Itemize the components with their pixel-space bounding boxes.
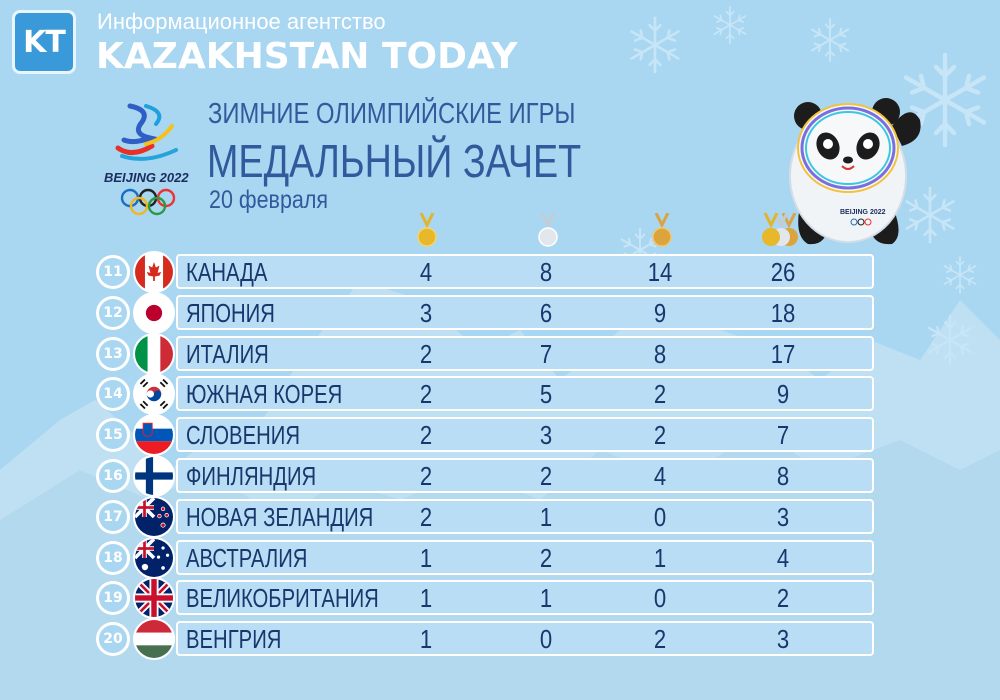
uk-flag-icon	[133, 577, 175, 620]
gold-count: 4	[419, 257, 433, 287]
bronze-count: 4	[653, 461, 667, 491]
silver-count: 0	[539, 624, 553, 655]
rank-badge: 18	[96, 540, 130, 575]
gold-count: 2	[419, 501, 433, 532]
bronze-count: 9	[653, 297, 667, 328]
table-row	[176, 335, 874, 371]
silver-count: 5	[539, 379, 553, 410]
silver-count: 2	[539, 461, 553, 491]
agency-name: KAZAKHSTAN TODAY	[96, 36, 518, 77]
country-name: СЛОВЕНИЯ	[186, 420, 300, 451]
silver-count: 1	[539, 501, 553, 532]
kt-logo: KT	[12, 10, 76, 74]
country-name: АВСТРАЛИЯ	[186, 542, 308, 573]
total-count: 9	[776, 379, 790, 410]
bronze-medal-icon	[652, 213, 672, 247]
finland-flag-icon	[133, 455, 175, 497]
rank-badge: 17	[96, 499, 130, 534]
total-count: 8	[776, 461, 790, 491]
gold-count: 1	[419, 624, 433, 655]
gold-medal-icon	[417, 213, 437, 247]
gold-count: 2	[419, 379, 433, 410]
table-row	[176, 539, 874, 575]
rank-badge: 19	[96, 581, 130, 616]
bronze-count: 0	[653, 501, 667, 532]
title-date: 20 февраля	[209, 186, 329, 214]
gold-count: 2	[419, 420, 433, 451]
beijing-2022-logo-text: BEIJING 2022	[104, 170, 189, 185]
table-row	[176, 376, 874, 412]
country-name: ВЕНГРИЯ	[186, 624, 282, 655]
table-row	[176, 254, 874, 289]
country-name: ЯПОНИЯ	[186, 297, 275, 328]
total-count: 7	[776, 420, 790, 451]
bing-dwen-dwen-mascot-icon: BEIJING 2022	[789, 98, 921, 245]
rank-badge: 11	[96, 255, 130, 289]
rank-badge: 13	[96, 336, 130, 371]
new-zealand-flag-icon	[133, 495, 175, 538]
bronze-count: 14	[647, 257, 673, 287]
bronze-count: 2	[653, 379, 667, 410]
total-count: 17	[770, 338, 796, 369]
rank-badge: 20	[96, 622, 130, 657]
mascot-badge-text: BEIJING 2022	[840, 209, 886, 216]
japan-flag-icon	[133, 291, 175, 334]
rank-badge: 12	[96, 295, 130, 330]
beijing-2022-logo: BEIJING 2022	[104, 103, 189, 216]
country-name: НОВАЯ ЗЕЛАНДИЯ	[186, 501, 374, 532]
country-name: ЮЖНАЯ КОРЕЯ	[186, 379, 343, 410]
total-medals-icon	[762, 213, 798, 246]
bronze-count: 1	[653, 542, 667, 573]
silver-count: 6	[539, 297, 553, 328]
bronze-count: 8	[653, 338, 667, 369]
silver-count: 7	[539, 338, 553, 369]
agency-subtitle: Информационное агентство	[97, 9, 386, 34]
rank-badge: 15	[96, 418, 130, 453]
rank-badge: 14	[96, 377, 130, 412]
hungary-flag-icon	[133, 618, 175, 661]
country-name: ИТАЛИЯ	[186, 338, 269, 369]
total-count: 26	[770, 257, 796, 287]
italy-flag-icon	[133, 332, 175, 375]
table-row	[176, 621, 874, 657]
table-row	[176, 580, 874, 616]
table-row	[176, 417, 874, 453]
silver-count: 8	[539, 257, 553, 287]
gold-count: 2	[419, 461, 433, 491]
silver-count: 2	[539, 542, 553, 573]
country-name: ВЕЛИКОБРИТАНИЯ	[186, 583, 379, 614]
gold-count: 1	[419, 542, 433, 573]
total-count: 18	[770, 297, 796, 328]
australia-flag-icon	[133, 536, 175, 579]
silver-medal-icon	[538, 213, 558, 247]
country-name: КАНАДА	[186, 257, 268, 287]
bronze-count: 0	[653, 583, 667, 614]
title-line-1: ЗИМНИЕ ОЛИМПИЙСКИЕ ИГРЫ	[208, 98, 576, 130]
total-count: 2	[776, 583, 790, 614]
gold-count: 3	[419, 297, 433, 328]
table-row	[176, 458, 874, 493]
total-count: 4	[776, 542, 790, 573]
country-name: ФИНЛЯНДИЯ	[186, 461, 317, 491]
bronze-count: 2	[653, 624, 667, 655]
gold-count: 1	[419, 583, 433, 614]
slovenia-flag-icon	[133, 414, 175, 457]
gold-count: 2	[419, 338, 433, 369]
table-row	[176, 498, 874, 534]
total-count: 3	[776, 501, 790, 532]
title-line-2: МЕДАЛЬНЫЙ ЗАЧЕТ	[207, 135, 582, 187]
silver-count: 1	[539, 583, 553, 614]
table-row	[176, 294, 874, 330]
canada-flag-icon	[133, 251, 175, 293]
total-count: 3	[776, 624, 790, 655]
silver-count: 3	[539, 420, 553, 451]
rank-badge: 16	[96, 459, 130, 493]
kt-logo-text: KT	[23, 24, 66, 60]
bronze-count: 2	[653, 420, 667, 451]
